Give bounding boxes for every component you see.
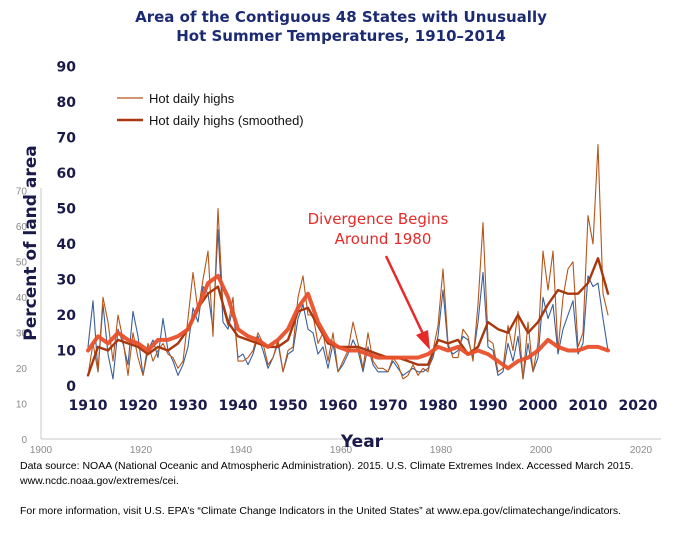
x-axis-label: Year — [340, 432, 384, 452]
source-url: www.ncdc.noaa.gov/extremes/cei. — [20, 475, 179, 487]
y-tick-label: 20 — [57, 308, 77, 324]
legend: Hot daily highs Hot daily highs (smoothe… — [117, 91, 304, 128]
background-y-tick-label: 40 — [16, 293, 28, 304]
x-tick-label: 1950 — [269, 398, 308, 414]
annotation: Divergence Begins Around 1980 — [308, 210, 449, 350]
legend-label-hot-daily-highs-smoothed: Hot daily highs (smoothed) — [149, 113, 304, 128]
x-tick-label: 1920 — [119, 398, 158, 414]
y-tick-label: 90 — [57, 60, 77, 76]
x-tick-label: 2000 — [519, 398, 558, 414]
annotation-line-1: Divergence Begins — [308, 210, 449, 228]
x-tick-label: 1980 — [419, 398, 458, 414]
background-x-tick-label: 1980 — [430, 445, 453, 456]
background-x-tick-label: 1960 — [330, 445, 353, 456]
background-y-tick-label: 70 — [16, 187, 28, 198]
x-tick-label: 1960 — [319, 398, 358, 414]
y-tick-label: 70 — [57, 131, 77, 147]
chart-title-line-2: Hot Summer Temperatures, 1910–2014 — [176, 27, 506, 45]
y-tick-label: 80 — [57, 95, 77, 111]
more-info-note: For more information, visit U.S. EPA’s “… — [20, 505, 622, 517]
background-y-tick-label: 10 — [16, 400, 28, 411]
foreground-axis: 0 10 20 30 40 50 60 70 80 90 1910 1920 1930 1940 1950 1… — [57, 60, 658, 415]
series-line-2 — [86, 257, 610, 377]
background-y-tick-label: 60 — [16, 222, 28, 233]
y-tick-label: 0 — [66, 379, 76, 395]
background-axis: 0 10 20 30 40 50 60 70 1900 1920 1940 1960 1980 2000 2… — [16, 187, 661, 456]
source-note: Data source: NOAA (National Oceanic and … — [20, 459, 670, 489]
annotation-line-2: Around 1980 — [335, 230, 432, 248]
x-tick-label: 1930 — [169, 398, 208, 414]
background-y-tick-label: 50 — [16, 258, 28, 269]
x-tick-label: 2010 — [569, 398, 608, 414]
y-tick-label: 10 — [57, 344, 77, 360]
background-x-tick-label: 2000 — [530, 445, 553, 456]
x-tick-label: 1970 — [369, 398, 408, 414]
background-y-tick-label: 0 — [21, 435, 27, 446]
y-axis-label: Percent of land area — [21, 145, 41, 340]
background-x-tick-label: 1920 — [130, 445, 153, 456]
x-tick-label: 1940 — [219, 398, 258, 414]
annotation-arrow-head — [416, 330, 430, 350]
x-tick-label: 1990 — [469, 398, 508, 414]
background-x-tick-label: 2020 — [630, 445, 653, 456]
background-y-tick-label: 20 — [16, 364, 28, 375]
background-x-tick-label: 1940 — [230, 445, 253, 456]
background-y-tick-label: 30 — [16, 329, 28, 340]
y-tick-label: 50 — [57, 202, 77, 218]
series-line-1 — [87, 144, 609, 380]
legend-label-hot-daily-highs: Hot daily highs — [149, 91, 235, 106]
chart-title-line-1: Area of the Contiguous 48 States with Un… — [135, 8, 547, 26]
y-tick-label: 60 — [57, 166, 77, 182]
x-tick-label: 1910 — [69, 398, 108, 414]
background-x-tick-label: 1900 — [30, 445, 53, 456]
series-line-3 — [87, 229, 609, 380]
y-tick-label: 30 — [57, 273, 77, 289]
source-line: Data source: NOAA (National Oceanic and … — [20, 460, 634, 472]
annotation-arrow-shaft — [384, 255, 426, 337]
series-group — [86, 144, 610, 380]
y-tick-label: 40 — [57, 237, 77, 253]
chart: Area of the Contiguous 48 States with Un… — [16, 8, 661, 456]
series-line-4 — [86, 273, 610, 371]
x-tick-label: 2020 — [619, 398, 658, 414]
